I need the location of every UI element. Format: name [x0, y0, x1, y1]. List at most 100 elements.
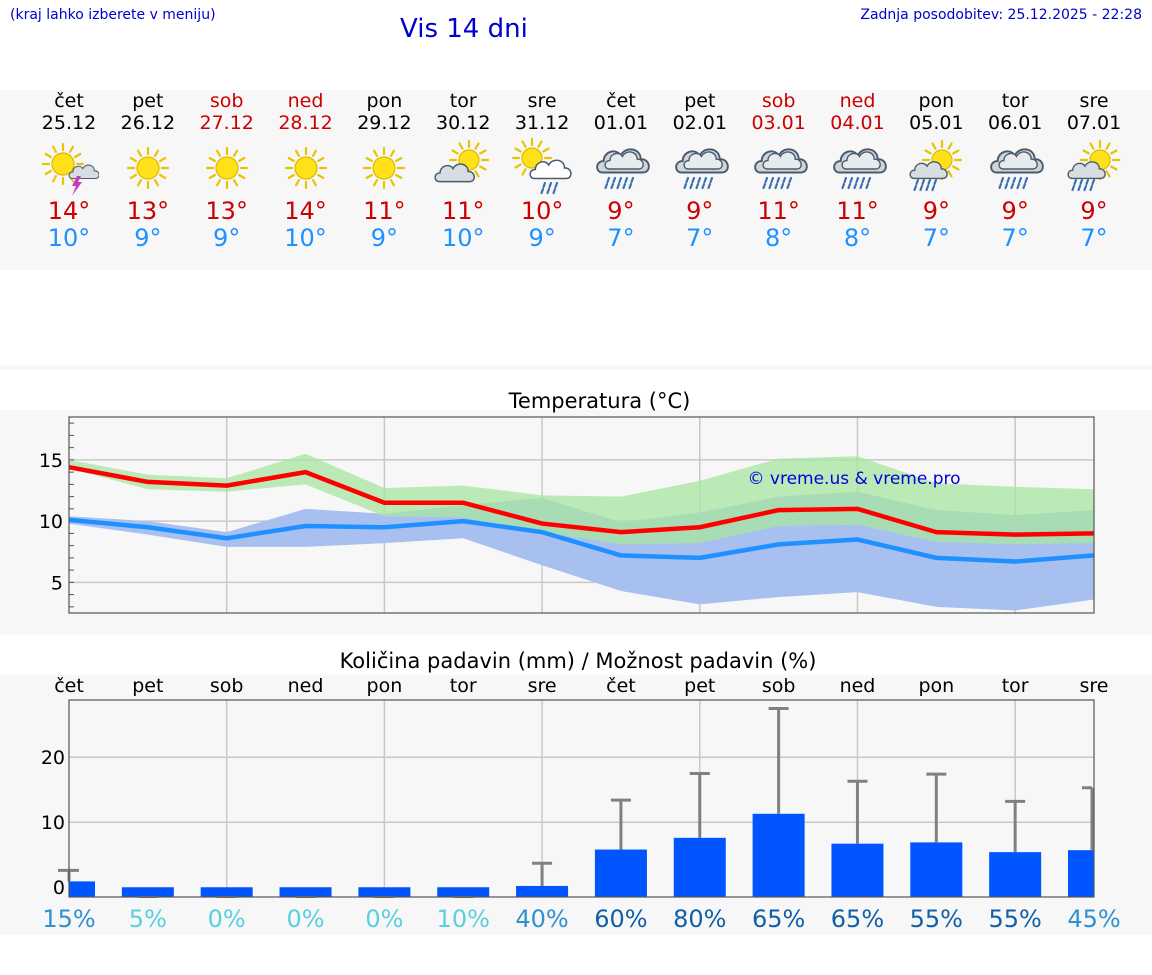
max-temperature: 11° — [441, 197, 485, 225]
precipitation-chance-label: 0% — [365, 905, 403, 933]
day-name: sre — [1079, 90, 1109, 112]
precipitation-bar — [69, 881, 95, 897]
forecast-day: pet 26.12 13° 9° — [109, 90, 187, 252]
min-temperature: 10° — [441, 224, 485, 252]
day-date: 27.12 — [199, 112, 254, 134]
rain-shape — [604, 176, 635, 190]
x-tick-label: tor — [1002, 675, 1029, 697]
page-title: Vis 14 dni — [400, 14, 528, 44]
day-name: pon — [918, 90, 955, 112]
day-name: pet — [132, 90, 164, 112]
partly-cloudy-icon — [434, 139, 490, 183]
x-tick-label: sre — [1080, 675, 1109, 697]
cloud-shape — [1067, 161, 1106, 180]
max-temperature: 14° — [47, 197, 91, 225]
rain-shape — [1071, 178, 1096, 192]
precipitation-chance-label: 80% — [673, 905, 726, 933]
x-tick-label: ned — [288, 675, 324, 697]
sun-shape — [205, 146, 248, 190]
plot-frame — [68, 699, 1095, 898]
precipitation-chart-title: Količina padavin (mm) / Možnost padavin … — [340, 649, 817, 673]
precipitation-bar — [594, 849, 647, 897]
day-date: 06.01 — [987, 112, 1043, 134]
max-temperature: 9° — [1080, 197, 1108, 225]
daily-forecast-strip: čet 25.12 14° 10° pet 26.12 13° 9° sob 27.12 13° 9°… — [0, 90, 1152, 270]
precipitation-chance-label: 60% — [594, 905, 647, 933]
cloud-shape — [604, 151, 644, 170]
precipitation-bar — [279, 887, 332, 897]
x-tick-label: pet — [684, 675, 715, 697]
day-name: sob — [761, 90, 796, 112]
forecast-day: tor 30.12 11° 10° — [424, 90, 502, 252]
min-temperature: 9° — [370, 224, 399, 252]
forecast-day: pon 29.12 11° 9° — [345, 90, 423, 252]
day-name: sob — [209, 90, 244, 112]
y-tick-label: 0 — [53, 877, 65, 899]
sun-rain-icon — [1067, 139, 1121, 192]
min-temperature: 7° — [1001, 224, 1029, 252]
x-tick-label: tor — [450, 675, 477, 697]
y-tick-label: 5 — [51, 572, 63, 594]
cloud-rain-icon — [753, 148, 808, 190]
precipitation-chance-label: 15% — [42, 905, 95, 933]
forecast-day: pon 05.01 9° 7° — [897, 90, 975, 252]
sun-shape — [512, 138, 553, 179]
precipitation-chance-label: 5% — [129, 905, 167, 933]
x-tick-label: sob — [210, 675, 244, 697]
max-temperature: 14° — [284, 197, 327, 225]
rain-shape — [683, 176, 713, 190]
day-name: čet — [54, 90, 84, 112]
plot-frame — [68, 416, 1095, 614]
x-tick-label: sob — [762, 675, 796, 697]
day-date: 05.01 — [909, 112, 964, 134]
day-date: 31.12 — [514, 112, 570, 134]
y-tick-label: 10 — [41, 812, 65, 834]
sun-icon — [205, 146, 248, 190]
max-temperature: 10° — [520, 197, 564, 225]
max-temperature: 9° — [607, 197, 635, 225]
x-tick-label: čet — [606, 675, 636, 697]
forecast-day: ned 28.12 14° 10° — [267, 90, 345, 252]
x-tick-label: pon — [367, 675, 403, 697]
precipitation-bar — [121, 887, 174, 897]
temperature-chart-title: Temperatura (°C) — [508, 389, 691, 413]
max-temperature-range-band — [69, 453, 1094, 545]
max-temperature: 13° — [126, 197, 170, 225]
rain-shape — [998, 176, 1029, 190]
precipitation-chart: Količina padavin (mm) / Možnost padavin … — [41, 649, 1121, 933]
precipitation-bar — [358, 887, 411, 897]
precipitation-bar — [673, 837, 726, 897]
cloud-rain-icon — [832, 148, 887, 190]
cloud-shape — [529, 159, 572, 180]
y-tick-label: 20 — [41, 747, 65, 769]
precipitation-chance-label: 55% — [988, 905, 1041, 933]
day-date: 01.01 — [593, 112, 649, 134]
precipitation-bar — [831, 843, 884, 897]
min-temperature: 9° — [528, 224, 556, 252]
min-temperature: 9° — [213, 224, 241, 252]
y-tick-label: 15 — [39, 450, 63, 472]
cloud-shape — [434, 163, 476, 183]
location-hint[interactable]: (kraj lahko izberete v meniju) — [10, 7, 216, 23]
sun-shape — [284, 146, 327, 190]
sun-rain-icon — [909, 139, 963, 192]
cloud-shape — [68, 164, 99, 180]
sun-shape — [41, 142, 85, 186]
precipitation-chance-label: 65% — [752, 905, 805, 933]
max-temperature: 11° — [757, 197, 800, 225]
precipitation-chance-label: 0% — [286, 905, 324, 933]
day-name: ned — [839, 90, 876, 112]
forecast-day: pet 02.01 9° 7° — [661, 90, 739, 252]
cloud-shape — [909, 161, 949, 180]
divider — [0, 365, 1152, 370]
watermark: © vreme.us & vreme.pro — [747, 469, 960, 489]
day-name: ned — [287, 90, 324, 112]
precipitation-bar — [1068, 850, 1094, 897]
forecast-day: sre 31.12 10° 9° — [503, 90, 581, 252]
day-date: 30.12 — [436, 112, 491, 134]
precipitation-bar — [437, 887, 490, 897]
day-name: sre — [527, 90, 557, 112]
min-temperature: 9° — [134, 224, 162, 252]
max-temperature: 9° — [1001, 197, 1029, 225]
day-date: 02.01 — [672, 112, 727, 134]
